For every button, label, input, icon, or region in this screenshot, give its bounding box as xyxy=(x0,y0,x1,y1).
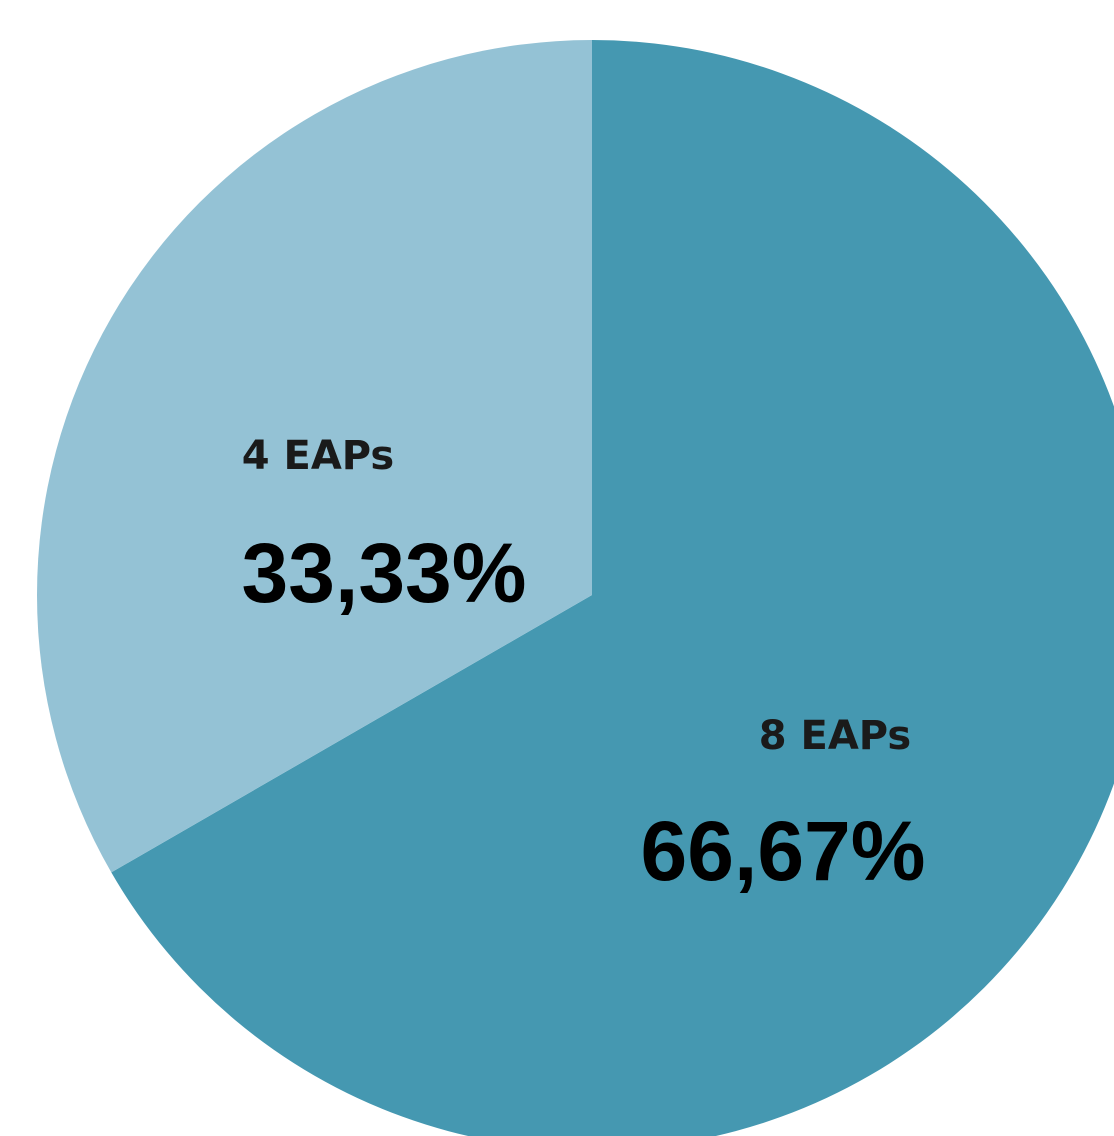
pie-slice-4-eaps xyxy=(36,40,592,873)
pie-labels: 8 EAPs 66,67% 4 EAPs 33,33% xyxy=(242,433,926,898)
slice-category-label: 4 EAPs xyxy=(242,433,394,479)
pie-slice-8-eaps xyxy=(111,40,1114,1136)
slice-category-label: 8 EAPs xyxy=(759,713,911,759)
pie-slices xyxy=(36,40,1114,1136)
slice-percent-label: 66,67% xyxy=(641,804,926,898)
slice-percent-label: 33,33% xyxy=(242,526,527,620)
